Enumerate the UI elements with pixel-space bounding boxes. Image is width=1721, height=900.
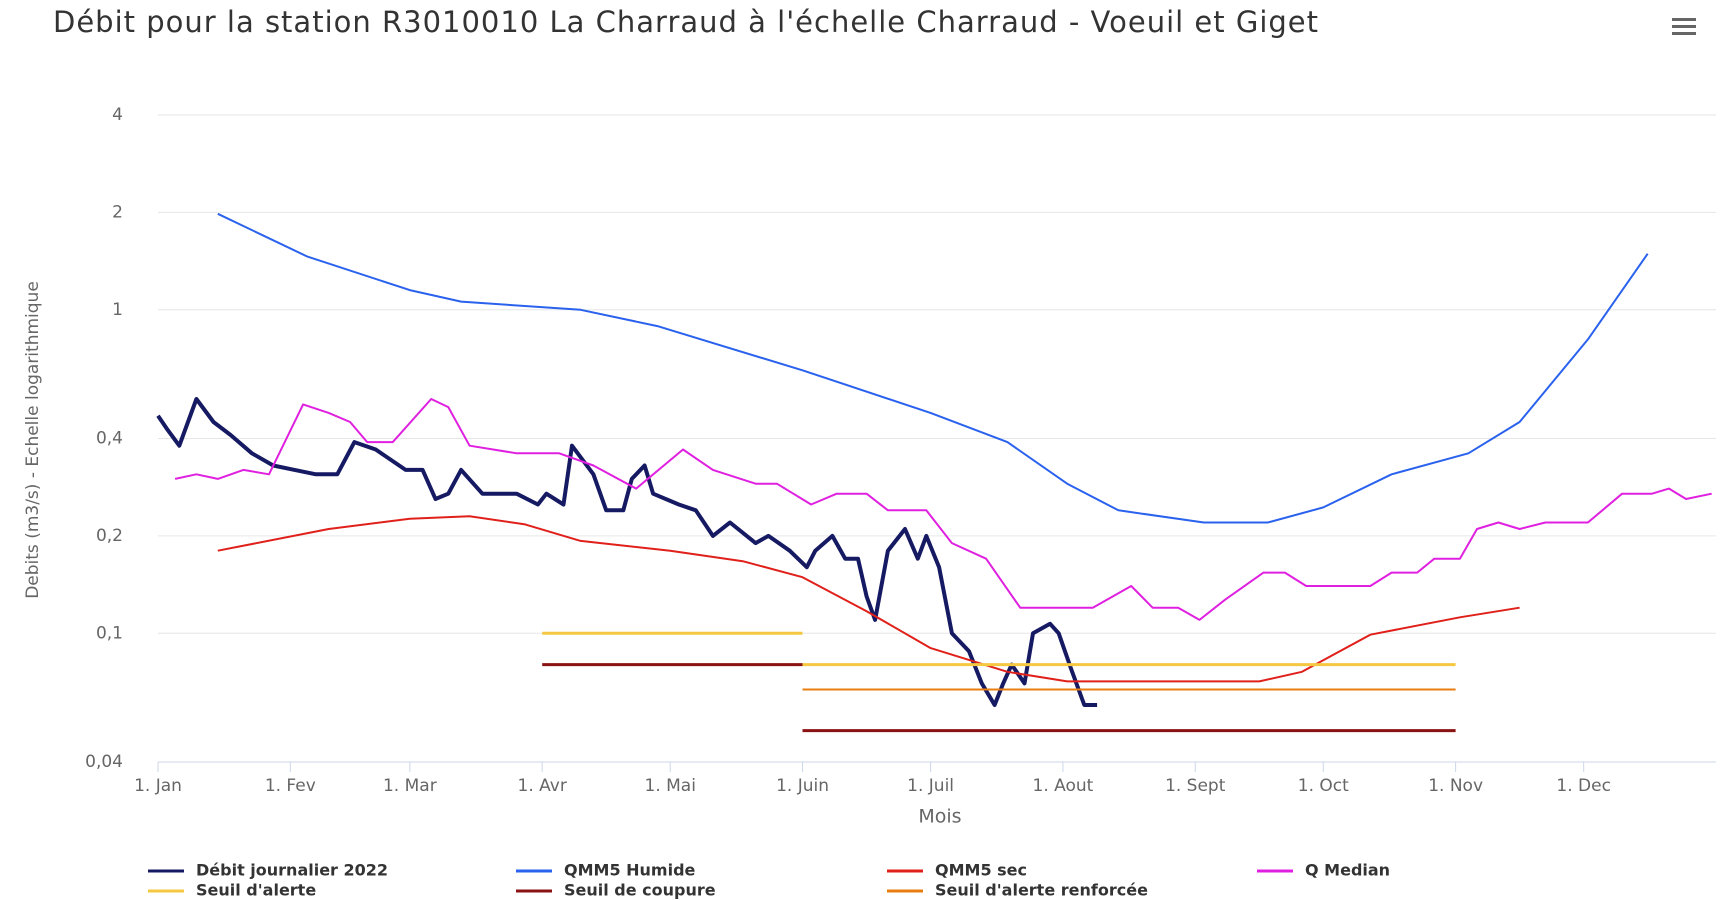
y-tick-label: 2 bbox=[112, 202, 123, 222]
x-tick-label: 1. Mai bbox=[645, 776, 696, 796]
y-tick-label: 4 bbox=[112, 105, 123, 125]
x-tick-label: 1. Mar bbox=[383, 776, 437, 796]
x-tick-label: 1. Oct bbox=[1298, 776, 1349, 796]
legend-label: Q Median bbox=[1305, 861, 1390, 880]
menu-bar bbox=[1672, 25, 1696, 28]
series-line bbox=[174, 398, 1712, 621]
series-line bbox=[542, 631, 1456, 667]
legend-label: Débit journalier 2022 bbox=[196, 861, 388, 880]
y-tick-label: 0,04 bbox=[85, 752, 123, 772]
chart-title: Débit pour la station R3010010 La Charra… bbox=[53, 5, 1320, 39]
y-tick-label: 1 bbox=[112, 300, 123, 320]
series-line bbox=[217, 212, 1649, 524]
legend-label: Seuil de coupure bbox=[564, 881, 716, 900]
legend-label: QMM5 Humide bbox=[564, 861, 696, 880]
menu-bar bbox=[1672, 18, 1696, 21]
legend-label: Seuil d'alerte bbox=[196, 881, 316, 900]
menu-icon[interactable] bbox=[1672, 18, 1696, 35]
x-tick-label: 1. Fev bbox=[265, 776, 316, 796]
x-tick-label: 1. Nov bbox=[1428, 776, 1483, 796]
x-tick-label: 1. Juil bbox=[907, 776, 954, 796]
y-tick-label: 0,2 bbox=[96, 526, 123, 546]
x-tick-label: 1. Jan bbox=[134, 776, 182, 796]
legend-label: Seuil d'alerte renforcée bbox=[935, 881, 1148, 900]
menu-bar bbox=[1672, 32, 1696, 35]
y-tick-label: 0,1 bbox=[96, 623, 123, 643]
x-axis-label: Mois bbox=[918, 806, 961, 828]
x-tick-label: 1. Aout bbox=[1033, 776, 1094, 796]
x-tick-label: 1. Juin bbox=[776, 776, 829, 796]
x-tick-label: 1. Dec bbox=[1556, 776, 1611, 796]
x-tick-label: 1. Sept bbox=[1165, 776, 1226, 796]
series-line bbox=[542, 663, 1456, 733]
series-line bbox=[156, 397, 1098, 707]
legend-label: QMM5 sec bbox=[935, 861, 1027, 880]
y-tick-label: 0,4 bbox=[96, 429, 123, 449]
y-axis-label: Debits (m3/s) - Echelle logarithmique bbox=[23, 281, 43, 599]
x-tick-label: 1. Avr bbox=[518, 776, 567, 796]
